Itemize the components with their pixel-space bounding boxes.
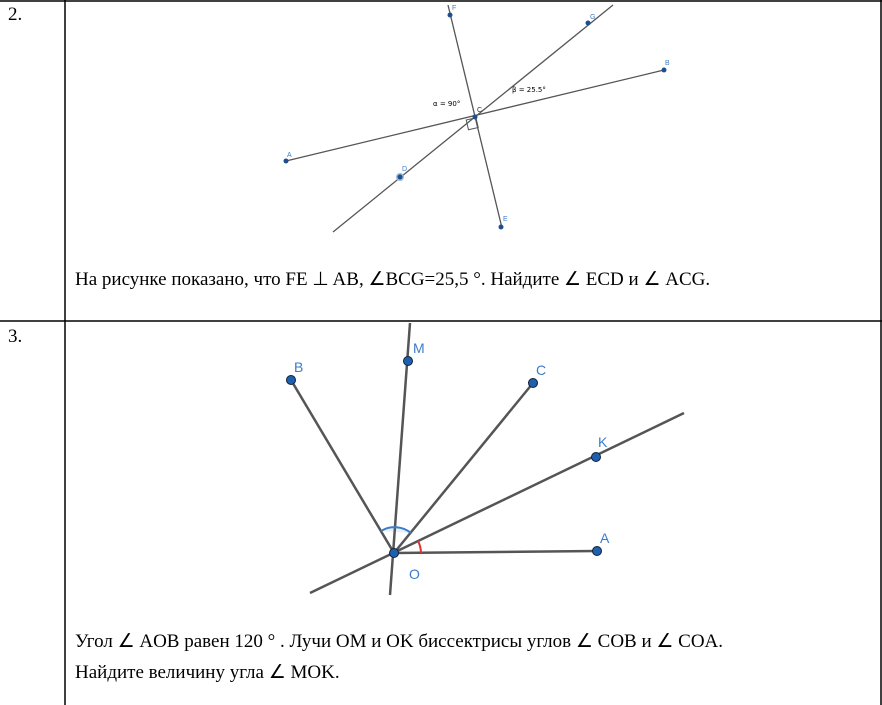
point-label: O (409, 566, 420, 582)
figure-1: F G B A D E C α = 90° β = 25.5° (283, 4, 670, 233)
point-label: K (598, 434, 608, 450)
point-label: B (294, 359, 303, 375)
row-number: 3. (8, 326, 22, 347)
point-label: E (503, 216, 508, 223)
point-label: B (665, 60, 670, 67)
annotation: α = 90° (433, 100, 460, 108)
point-label: A (600, 530, 610, 546)
task-text: На рисунке показано, что FE ⊥ AB, ∠BCG=2… (75, 269, 710, 290)
point-label: F (452, 5, 456, 12)
annotation: β = 25.5° (512, 86, 546, 94)
task-text: Найдите величину угла ∠ MOK. (75, 662, 340, 683)
row-number: 2. (8, 4, 22, 25)
point-label: C (536, 362, 546, 378)
point-label: C (477, 107, 482, 114)
point-label: A (287, 152, 292, 159)
point-label: G (590, 14, 595, 21)
point-label: D (402, 166, 407, 173)
figure-2: B M C K A O (286, 322, 685, 596)
point-label: M (413, 340, 425, 356)
task-text: Угол ∠ AOB равен 120 ° . Лучи OM и OK би… (75, 631, 723, 652)
